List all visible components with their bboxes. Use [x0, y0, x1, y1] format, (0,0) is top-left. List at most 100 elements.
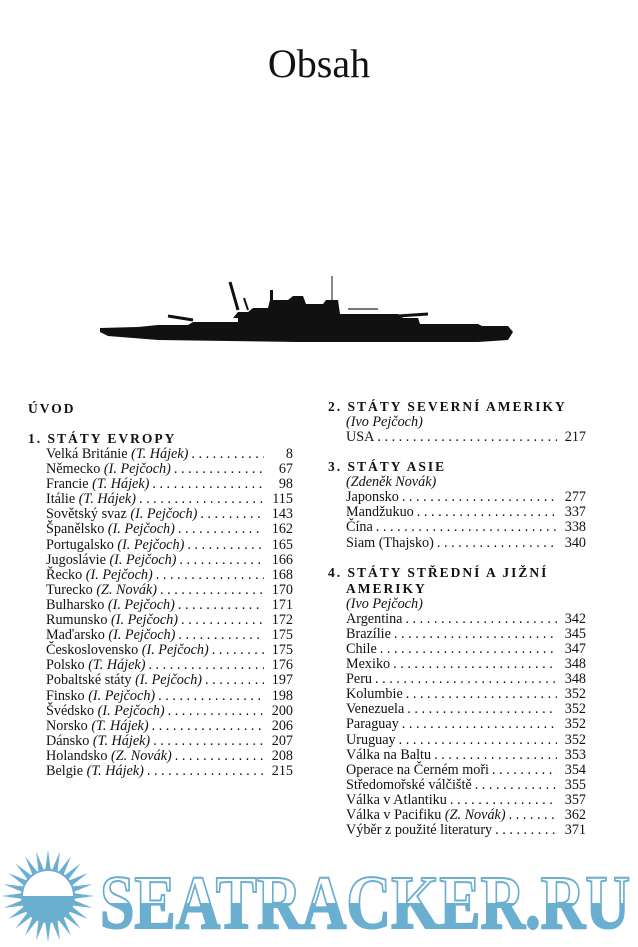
toc-entry[interactable]: Sovětský svaz (I. Pejčoch) 143	[28, 507, 293, 522]
page-number: 338	[564, 519, 586, 536]
entry-title: Venezuela	[346, 702, 404, 717]
entry-name: Japonsko	[346, 489, 399, 506]
toc-entry[interactable]: Operace na Černém moři 354	[328, 761, 586, 778]
page-number: 352	[564, 686, 586, 703]
toc-entry[interactable]: Portugalsko (I. Pejčoch) 165	[28, 536, 293, 553]
toc-entry[interactable]: Československo (I. Pejčoch) 175	[28, 643, 293, 658]
dot-leader	[407, 702, 557, 717]
page-number: 176	[271, 657, 293, 674]
entry-title: Finsko (I. Pejčoch)	[46, 687, 156, 704]
page-number: 352	[564, 731, 586, 748]
toc-entry[interactable]: Peru 348	[328, 672, 586, 687]
section-heading-north-america: 2. STÁTY SEVERNÍ AMERIKY	[328, 399, 567, 414]
toc-entry[interactable]: Pobaltské státy (I. Pejčoch) 197	[28, 673, 293, 688]
entry-title: Peru	[346, 672, 372, 687]
entry-title: Maďarsko (I. Pejčoch)	[46, 628, 175, 643]
page-number: 348	[564, 656, 586, 673]
entry-title: Čína	[346, 520, 373, 535]
toc-entry[interactable]: Německo (I. Pejčoch) 67	[28, 461, 293, 477]
toc-entry[interactable]: Válka v Atlantiku 357	[328, 791, 586, 808]
toc-entry[interactable]: Japonsko 277	[328, 490, 586, 505]
page-number: 172	[271, 612, 293, 629]
entry-author: (I. Pejčoch)	[88, 687, 156, 704]
entry-name: Norsko	[46, 717, 88, 734]
page-number: 277	[564, 489, 586, 506]
entry-name: Řecko	[46, 566, 83, 583]
dot-leader	[174, 462, 264, 477]
page-number: 354	[564, 761, 586, 778]
entry-name: Mandžukuo	[346, 504, 414, 521]
sun-ray	[25, 856, 39, 877]
toc-entry[interactable]: Maďarsko (I. Pejčoch) 175	[28, 628, 293, 643]
toc-entry[interactable]: Turecko (Z. Novák) 170	[28, 582, 293, 598]
entry-name: Pobaltské státy	[46, 672, 132, 689]
toc-entry[interactable]: Itálie (T. Hájek) 115	[28, 492, 293, 507]
entry-title: USA	[346, 430, 374, 445]
toc-entry[interactable]: Kolumbie 352	[328, 687, 586, 702]
entry-name: Španělsko	[46, 521, 105, 538]
toc-entry[interactable]: Argentina 342	[328, 611, 586, 627]
entry-name: Výběr z použité literatury	[346, 822, 493, 839]
page-number: 200	[271, 702, 293, 719]
toc-entry[interactable]: USA 217	[328, 429, 586, 446]
dot-leader	[417, 505, 557, 520]
watermark-text: SEATRACKER.RU	[100, 861, 630, 945]
toc-entry[interactable]: Uruguay 352	[328, 731, 586, 748]
toc-entry[interactable]: Mandžukuo 337	[328, 505, 586, 520]
entry-title: Německo (I. Pejčoch)	[46, 462, 171, 477]
toc-entry[interactable]: Francie (T. Hájek) 98	[28, 477, 293, 492]
page-number: 362	[564, 806, 586, 823]
toc-entry[interactable]: Středomořské válčiště 355	[328, 776, 586, 793]
entry-author: (T. Hájek)	[88, 657, 146, 674]
entry-title: Středomořské válčiště	[346, 776, 472, 793]
toc-entry[interactable]: Válka na Baltu 353	[328, 747, 586, 763]
toc-entry[interactable]: Dánsko (T. Hájek) 207	[28, 733, 293, 749]
entry-title: Bulharsko (I. Pejčoch)	[46, 597, 175, 613]
toc-entry[interactable]: Řecko (I. Pejčoch) 168	[28, 566, 293, 583]
toc-entry[interactable]: Holandsko (Z. Novák) 208	[28, 748, 293, 764]
dot-leader	[492, 763, 557, 778]
toc-entry[interactable]: Švédsko (I. Pejčoch) 200	[28, 702, 293, 719]
dot-leader	[212, 643, 264, 658]
dot-leader	[181, 613, 264, 628]
toc-entry[interactable]: Paraguay 352	[328, 717, 586, 732]
entry-author: (T. Hájek)	[86, 762, 144, 779]
toc-entry[interactable]: Bulharsko (I. Pejčoch) 171	[28, 597, 293, 613]
toc-entry[interactable]: Rumunsko (I. Pejčoch) 172	[28, 612, 293, 629]
entry-name: Francie	[46, 476, 89, 493]
entry-title: Dánsko (T. Hájek)	[46, 733, 150, 749]
toc-entry[interactable]: Mexiko 348	[328, 656, 586, 673]
toc-entry[interactable]: Čína 338	[328, 520, 586, 535]
section-heading-asia: 3. STÁTY ASIE	[328, 459, 447, 475]
toc-entry[interactable]: Brazílie 345	[328, 626, 586, 642]
toc-entry[interactable]: Chile 347	[328, 640, 586, 657]
entry-author: (I. Pejčoch)	[117, 536, 185, 553]
seatracker-watermark-logo: SEATRACKER.RU	[2, 850, 631, 946]
entry-title: Mexiko	[346, 656, 391, 673]
page-number: 347	[564, 640, 586, 657]
dot-leader	[437, 536, 557, 551]
entry-title: Paraguay	[346, 717, 399, 732]
toc-entry[interactable]: Norsko (T. Hájek) 206	[28, 717, 293, 734]
page-number: 217	[564, 429, 586, 446]
entry-name: Středomořské válčiště	[346, 776, 472, 793]
toc-entry[interactable]: Finsko (I. Pejčoch) 198	[28, 687, 293, 704]
entry-name: Mexiko	[346, 656, 391, 673]
entry-name: Polsko	[46, 657, 85, 674]
toc-entry[interactable]: Polsko (T. Hájek) 176	[28, 658, 293, 673]
dot-leader	[377, 430, 557, 445]
entry-name: Operace na Černém moři	[346, 761, 489, 778]
toc-entry[interactable]: Siam (Thajsko) 340	[328, 535, 586, 551]
entry-title: Argentina	[346, 611, 402, 627]
page-number: 357	[564, 791, 586, 808]
sun-ray	[2, 892, 25, 900]
toc-entry[interactable]: Španělsko (I. Pejčoch) 162	[28, 522, 293, 537]
toc-entry[interactable]: Belgie (T. Hájek) 215	[28, 762, 293, 779]
section-heading-latin-america: 4. STÁTY STŘEDNÍ A JIŽNÍ	[328, 564, 549, 580]
page-number: 197	[271, 672, 293, 689]
toc-entry[interactable]: Výběr z použité literatury 371	[328, 822, 586, 839]
toc-entry[interactable]: Velká Británie (T. Hájek) 8	[28, 446, 293, 462]
toc-entry[interactable]: Venezuela 352	[328, 702, 586, 717]
toc-entry[interactable]: Válka v Pacifiku (Z. Novák) 362	[328, 806, 586, 823]
toc-entry[interactable]: Jugoslávie (I. Pejčoch) 166	[28, 552, 293, 568]
